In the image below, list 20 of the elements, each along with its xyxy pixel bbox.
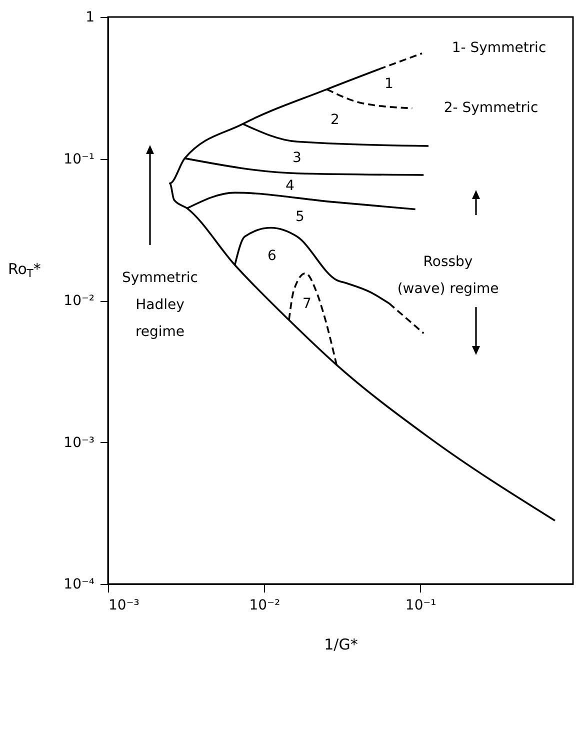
y-tick-label: 10⁻²: [64, 293, 94, 309]
annotation: Rossby (wave) regime: [397, 254, 499, 297]
annotation: 6: [268, 248, 277, 264]
annotation: 2: [330, 112, 340, 128]
annotation: 4: [286, 178, 295, 194]
x-tick-label: 10⁻²: [249, 598, 280, 614]
annotation: Symmetric Hadley regime: [122, 270, 198, 340]
y-tick-label: 10⁻³: [64, 434, 94, 451]
x-axis-title: 1/G*: [324, 636, 358, 654]
annotation: 2- Symmetric: [444, 100, 538, 116]
annotation: 3: [292, 150, 302, 166]
annotation: 1: [384, 76, 394, 92]
x-tick-label: 10⁻³: [108, 598, 140, 614]
x-tick-label: 10⁻¹: [405, 598, 436, 614]
annotation: 5: [296, 209, 304, 225]
annotation: 1- Symmetric: [452, 40, 546, 56]
annotation: 7: [302, 296, 312, 312]
y-tick-label: 10⁻¹: [64, 151, 94, 168]
y-tick-label: 1: [86, 10, 94, 26]
y-tick-label: 10⁻⁴: [64, 576, 95, 592]
